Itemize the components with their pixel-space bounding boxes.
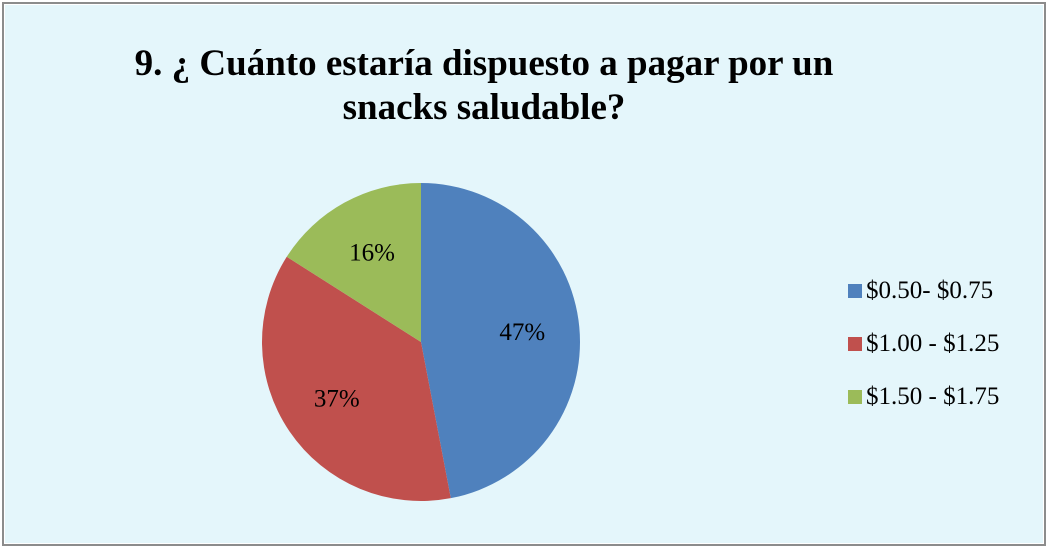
pie-data-label-1: 37% [314, 386, 360, 413]
legend-swatch-2 [848, 390, 862, 404]
pie-slice-0 [421, 182, 581, 499]
pie-slice-1 [262, 256, 451, 502]
legend-item-0: $0.50- $0.75 [848, 277, 999, 305]
legend: $0.50- $0.75 $1.00 - $1.25 $1.50 - $1.75 [848, 277, 999, 436]
legend-label-2: $1.50 - $1.75 [866, 383, 1000, 410]
legend-swatch-1 [848, 337, 862, 351]
pie-slices [262, 182, 581, 502]
legend-swatch-0 [848, 284, 862, 298]
pie-slice-2 [286, 183, 421, 342]
pie-data-labels: 47% 37% 16% [314, 239, 545, 412]
pie-data-label-0: 47% [499, 319, 545, 346]
legend-label-1: $1.00 - $1.25 [866, 330, 1000, 357]
chart-title: 9. ¿ Cuánto estaría dispuesto a pagar po… [134, 43, 834, 128]
pie-data-label-2: 16% [349, 239, 395, 266]
legend-item-1: $1.00 - $1.25 [848, 330, 999, 358]
legend-item-2: $1.50 - $1.75 [848, 383, 999, 411]
legend-label-0: $0.50- $0.75 [866, 277, 994, 304]
pie-chart: 47% 37% 16% [262, 182, 581, 502]
